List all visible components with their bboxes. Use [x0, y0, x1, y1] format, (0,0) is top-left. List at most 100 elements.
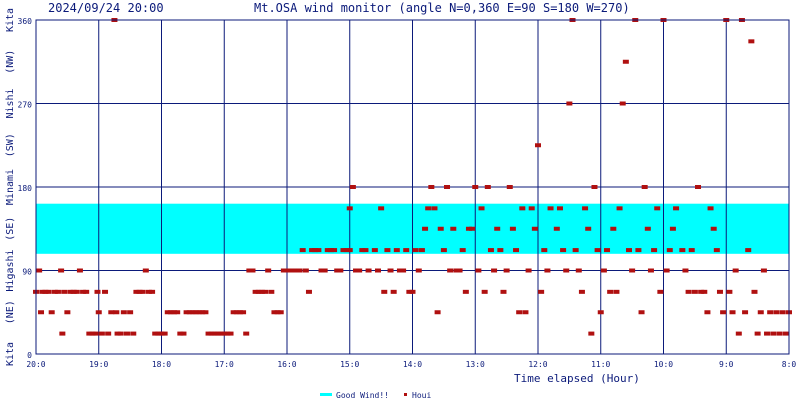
- houi-point: [177, 331, 184, 336]
- houi-point: [600, 268, 607, 273]
- houi-point: [89, 331, 96, 336]
- houi-point: [334, 268, 341, 273]
- houi-point: [516, 310, 523, 315]
- houi-point: [453, 268, 460, 273]
- houi-point: [440, 248, 447, 253]
- houi-point: [447, 268, 454, 273]
- houi-point: [114, 331, 121, 336]
- houi-point: [293, 268, 300, 273]
- houi-point: [616, 206, 623, 211]
- houi-point: [519, 206, 526, 211]
- houi-point: [230, 310, 237, 315]
- houi-point: [243, 331, 250, 336]
- houi-point: [575, 268, 582, 273]
- houi-point: [538, 289, 545, 294]
- y-tick-label: 360: [18, 17, 33, 26]
- houi-point: [189, 310, 196, 315]
- houi-point: [707, 206, 714, 211]
- houi-point: [240, 310, 247, 315]
- houi-point: [716, 289, 723, 294]
- houi-point: [745, 248, 752, 253]
- houi-point: [387, 268, 394, 273]
- y-direction-label: Kita: [5, 8, 16, 32]
- houi-point: [525, 268, 532, 273]
- houi-point: [64, 310, 71, 315]
- houi-point: [36, 268, 43, 273]
- houi-point: [535, 143, 541, 148]
- houi-point: [472, 185, 479, 189]
- x-tick-label: 10:0: [654, 360, 673, 369]
- houi-point: [221, 331, 228, 336]
- houi-point: [425, 206, 432, 211]
- houi-point: [287, 268, 294, 273]
- houi-point: [86, 331, 93, 336]
- houi-point: [393, 248, 400, 253]
- houi-point: [491, 268, 498, 273]
- houi-point: [120, 310, 127, 315]
- houi-point: [582, 206, 589, 211]
- houi-point: [374, 268, 381, 273]
- houi-point: [622, 59, 629, 64]
- houi-point: [321, 268, 328, 273]
- houi-point: [255, 289, 262, 294]
- houi-point: [720, 310, 727, 315]
- houi-point: [450, 226, 457, 231]
- houi-point: [531, 226, 538, 231]
- houi-point: [704, 310, 711, 315]
- legend: Good Wind!! Houi: [320, 391, 431, 400]
- houi-point: [588, 331, 595, 336]
- houi-point: [406, 289, 413, 294]
- houi-point: [246, 268, 253, 273]
- houi-point: [80, 289, 87, 294]
- houi-point: [218, 331, 225, 336]
- houi-point: [61, 289, 68, 294]
- houi-point: [161, 331, 168, 336]
- houi-point: [95, 310, 102, 315]
- x-tick-labels: 20:0 19:0 18:0 17:0 16:0 15:0 14:0 13:0 12:0 11:0…: [26, 360, 796, 369]
- houi-point: [142, 268, 149, 273]
- houi-point: [302, 268, 309, 273]
- legend-good-wind-label: Good Wind!!: [336, 391, 389, 400]
- x-tick-label: 14:0: [403, 360, 422, 369]
- houi-point: [503, 268, 510, 273]
- houi-point: [456, 268, 463, 273]
- y-direction-label: Nishi: [5, 88, 16, 118]
- houi-point: [528, 206, 535, 211]
- x-tick-label: 8:0: [782, 360, 797, 369]
- houi-point: [384, 248, 391, 253]
- houi-point: [158, 331, 165, 336]
- y-direction-label: (NW): [5, 50, 16, 74]
- houi-point: [346, 248, 353, 253]
- houi-point: [381, 289, 388, 294]
- houi-point: [641, 185, 648, 189]
- houi-point: [666, 248, 673, 253]
- houi-point: [469, 226, 476, 231]
- houi-point: [167, 310, 174, 315]
- houi-point: [396, 268, 403, 273]
- houi-point: [767, 310, 774, 315]
- houi-point: [679, 248, 686, 253]
- houi-point: [123, 331, 130, 336]
- houi-point: [625, 248, 632, 253]
- x-tick-label: 20:0: [26, 360, 45, 369]
- x-tick-label: 15:0: [340, 360, 359, 369]
- houi-point: [735, 331, 742, 336]
- houi-point: [760, 268, 767, 273]
- houi-point: [484, 185, 491, 189]
- houi-point: [500, 289, 507, 294]
- x-tick-label: 17:0: [215, 360, 234, 369]
- houi-point: [39, 289, 46, 294]
- houi-point: [713, 248, 720, 253]
- houi-point: [751, 289, 758, 294]
- houi-point: [227, 331, 234, 336]
- legend-good-wind-swatch: [320, 393, 332, 396]
- houi-point: [604, 248, 611, 253]
- houi-point: [403, 248, 410, 253]
- houi-point: [258, 289, 265, 294]
- houi-point: [563, 268, 570, 273]
- houi-point: [214, 331, 221, 336]
- houi-point: [183, 310, 190, 315]
- houi-point: [133, 289, 140, 294]
- x-tick-label: 19:0: [89, 360, 108, 369]
